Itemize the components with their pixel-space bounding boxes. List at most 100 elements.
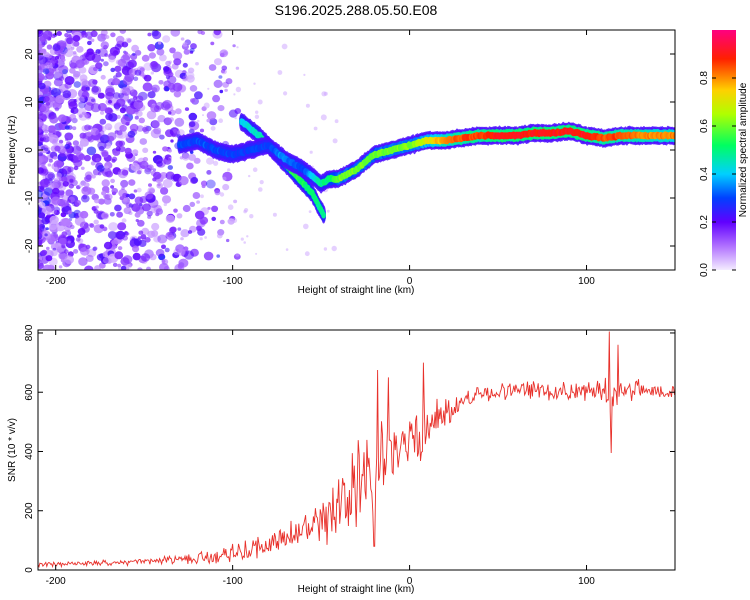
spectrogram-noise-blob bbox=[59, 234, 63, 238]
spectrogram-noise-blob bbox=[105, 35, 110, 39]
spectrogram-noise-blob bbox=[131, 44, 140, 53]
spectrogram-noise-blob bbox=[51, 88, 61, 97]
spectrogram-noise-blob bbox=[128, 68, 137, 77]
spectrogram-noise-cloud bbox=[38, 30, 339, 270]
spectrogram-noise-blob bbox=[67, 240, 71, 244]
spectrogram-noise-blob bbox=[64, 226, 71, 232]
spectrogram-noise-blob bbox=[61, 58, 66, 62]
spectrogram-noise-blob bbox=[78, 101, 86, 109]
spectrogram-x-ticks: -200 -100 0 100 bbox=[46, 30, 595, 287]
spectrogram-noise-blob bbox=[181, 153, 190, 161]
x-tick-label: 0 bbox=[407, 276, 413, 287]
spectrogram-noise-blob bbox=[142, 147, 149, 153]
colorbar-tick-label: 0.2 bbox=[699, 215, 710, 229]
spectrogram-noise-blob bbox=[168, 117, 174, 122]
spectrogram-noise-blob bbox=[121, 41, 129, 48]
spectrogram-noise-blob bbox=[41, 249, 48, 256]
spectrogram-noise-blob bbox=[86, 146, 97, 156]
spectrogram-noise-blob bbox=[100, 41, 110, 49]
spectrogram-noise-blob bbox=[76, 46, 84, 53]
spectrogram-noise-blob bbox=[232, 44, 236, 48]
spectrogram-noise-blob bbox=[161, 195, 172, 204]
spectrogram-noise-blob bbox=[42, 68, 50, 75]
spectrogram-noise-blob bbox=[91, 98, 95, 103]
spectrogram-noise-blob bbox=[115, 59, 122, 65]
spectrogram-noise-blob bbox=[209, 118, 218, 126]
spectrogram-noise-blob bbox=[64, 255, 74, 264]
spectrogram-noise-blob bbox=[153, 235, 162, 243]
spectrogram-noise-blob bbox=[44, 187, 54, 196]
spectrogram-noise-blob bbox=[79, 210, 89, 219]
spectrogram-noise-blob bbox=[44, 52, 50, 58]
spectrogram-noise-blob bbox=[155, 248, 165, 257]
spectrogram-noise-blob bbox=[147, 91, 156, 99]
colorbar-label: Normalized spectral amplitude bbox=[738, 82, 749, 217]
spectrogram-noise-blob bbox=[38, 30, 44, 37]
spectrogram-noise-blob bbox=[138, 230, 144, 235]
spectrogram-noise-blob bbox=[170, 139, 174, 143]
spectrogram-noise-blob bbox=[163, 202, 167, 207]
spectrogram-noise-blob bbox=[122, 192, 128, 198]
spectrogram-noise-blob bbox=[180, 37, 185, 41]
spectrogram-noise-blob bbox=[109, 109, 114, 114]
spectrogram-noise-blob bbox=[73, 249, 79, 254]
spectrogram-noise-blob bbox=[64, 33, 69, 38]
spectrogram-noise-blob bbox=[162, 35, 171, 43]
spectrogram-noise-blob bbox=[283, 91, 288, 96]
spectrogram-noise-blob bbox=[182, 204, 191, 213]
spectrogram-noise-blob bbox=[58, 193, 64, 198]
spectrogram-noise-blob bbox=[114, 43, 122, 51]
spectrogram-noise-blob bbox=[47, 173, 54, 179]
spectrogram-noise-blob bbox=[172, 82, 183, 92]
spectrogram-noise-blob bbox=[42, 193, 47, 199]
spectrogram-noise-blob bbox=[136, 125, 144, 132]
spectrogram-noise-blob bbox=[72, 126, 77, 131]
spectrogram-noise-blob bbox=[164, 247, 170, 253]
spectrogram-noise-blob bbox=[66, 154, 74, 161]
spectrogram-noise-blob bbox=[116, 98, 126, 107]
spectrogram-noise-blob bbox=[189, 85, 198, 92]
spectrogram-noise-blob bbox=[162, 178, 173, 188]
spectrogram-noise-blob bbox=[188, 153, 197, 161]
spectrogram-noise-blob bbox=[137, 267, 143, 270]
spectrogram-noise-blob bbox=[206, 118, 211, 123]
spectrogram-noise-blob bbox=[118, 189, 128, 198]
snr-x-label: Height of straight line (km) bbox=[298, 584, 415, 595]
spectrogram-noise-blob bbox=[134, 196, 144, 205]
spectrogram-noise-blob bbox=[249, 214, 254, 219]
y-tick-label: -20 bbox=[24, 238, 35, 253]
spectrogram-noise-blob bbox=[90, 161, 96, 166]
spectrogram-noise-blob bbox=[214, 58, 222, 66]
y-tick-label: 0 bbox=[24, 147, 35, 153]
spectrogram-noise-blob bbox=[127, 59, 137, 68]
spectrogram-noise-blob bbox=[313, 126, 318, 131]
spectrogram-noise-blob bbox=[117, 246, 123, 251]
spectrogram-noise-blob bbox=[38, 118, 43, 127]
spectrogram-noise-blob bbox=[43, 133, 49, 138]
colorbar: 0.0 0.2 0.4 0.6 0.8 Normalized spectral ampl… bbox=[699, 30, 749, 277]
spectrogram-noise-blob bbox=[49, 215, 59, 225]
spectrogram-noise-blob bbox=[48, 134, 59, 144]
spectrogram-noise-blob bbox=[321, 91, 327, 97]
spectrogram-noise-blob bbox=[55, 131, 62, 138]
spectrogram-noise-blob bbox=[218, 118, 223, 123]
spectrogram-noise-blob bbox=[305, 103, 310, 108]
spectrogram-noise-blob bbox=[50, 208, 57, 214]
spectrogram-noise-blob bbox=[61, 165, 72, 175]
spectrogram-noise-blob bbox=[73, 165, 79, 171]
spectrogram-noise-blob bbox=[334, 119, 339, 124]
spectrogram-noise-blob bbox=[156, 161, 163, 167]
spectrogram-noise-blob bbox=[38, 156, 43, 165]
spectrogram-noise-blob bbox=[133, 238, 142, 246]
spectrogram-noise-blob bbox=[54, 145, 61, 152]
spectrogram-noise-blob bbox=[68, 183, 75, 189]
spectrogram-noise-blob bbox=[108, 222, 119, 232]
spectrogram-noise-blob bbox=[222, 183, 230, 191]
spectrogram-noise-blob bbox=[179, 72, 187, 80]
spectrogram-noise-blob bbox=[163, 66, 170, 72]
spectrogram-noise-blob bbox=[182, 62, 188, 68]
spectrogram-noise-blob bbox=[62, 181, 69, 187]
spectrogram-noise-blob bbox=[117, 263, 122, 268]
spectrogram-noise-blob bbox=[130, 162, 140, 171]
spectrogram-noise-blob bbox=[196, 119, 200, 123]
